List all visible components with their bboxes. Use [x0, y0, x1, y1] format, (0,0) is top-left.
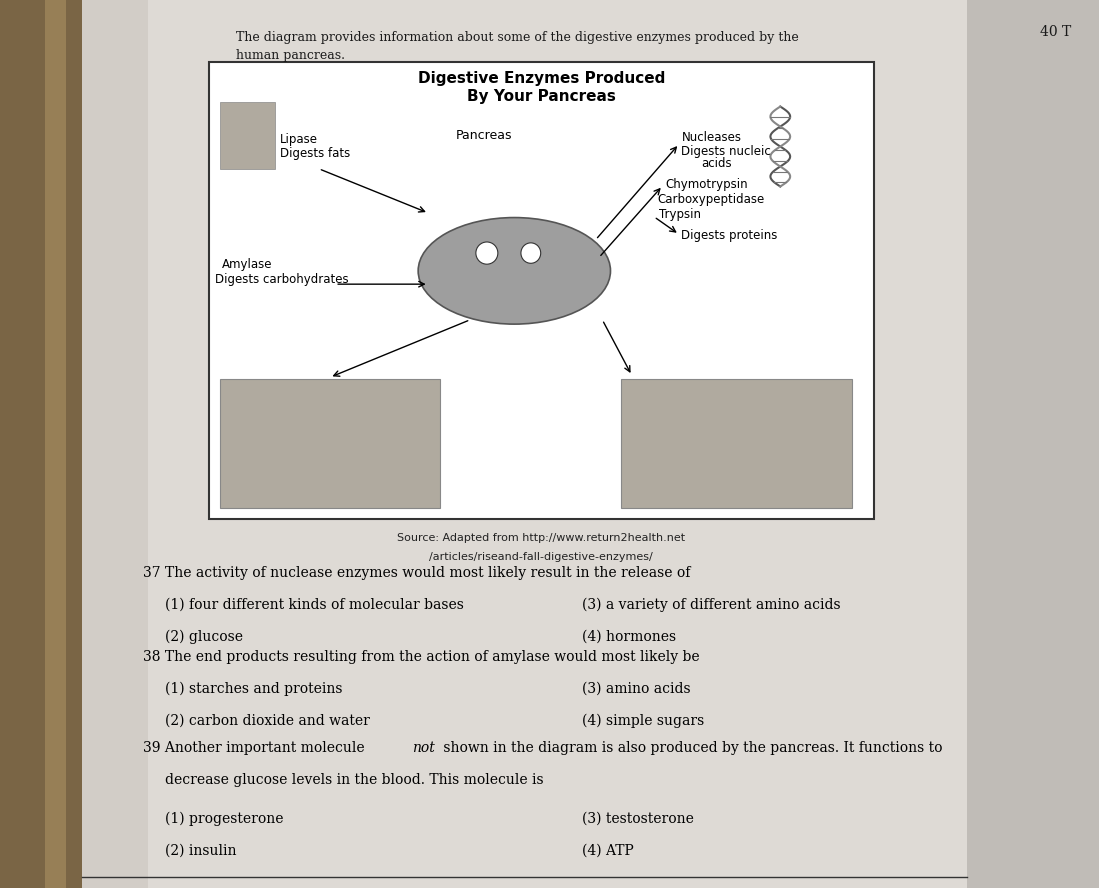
Text: (2) insulin: (2) insulin [165, 844, 236, 858]
Text: (3) a variety of different amino acids: (3) a variety of different amino acids [582, 598, 841, 612]
Text: (4) hormones: (4) hormones [582, 630, 677, 644]
Text: 37 The activity of nuclease enzymes would most likely result in the release of: 37 The activity of nuclease enzymes woul… [143, 566, 690, 580]
Text: human pancreas.: human pancreas. [236, 49, 345, 62]
Text: decrease glucose levels in the blood. This molecule is: decrease glucose levels in the blood. Th… [165, 773, 544, 788]
Text: Digests fats: Digests fats [280, 147, 351, 160]
Text: Source: Adapted from http://www.return2health.net: Source: Adapted from http://www.return2h… [397, 533, 686, 543]
Text: Digests carbohydrates: Digests carbohydrates [215, 273, 349, 286]
Text: not: not [412, 741, 435, 756]
Text: (3) testosterone: (3) testosterone [582, 812, 695, 826]
Text: Amylase: Amylase [222, 258, 273, 271]
Text: (1) starches and proteins: (1) starches and proteins [165, 682, 343, 696]
Text: Digests proteins: Digests proteins [681, 229, 778, 242]
Text: (4) ATP: (4) ATP [582, 844, 634, 858]
Ellipse shape [418, 218, 611, 324]
Text: (2) carbon dioxide and water: (2) carbon dioxide and water [165, 714, 369, 728]
Bar [45, 0, 66, 888]
Ellipse shape [521, 243, 541, 264]
Bar [82, 0, 148, 888]
Bar [0, 0, 82, 888]
Bar [967, 0, 1099, 888]
Text: shown in the diagram is also produced by the pancreas. It functions to: shown in the diagram is also produced by… [439, 741, 942, 756]
Bar [220, 379, 440, 508]
Bar [82, 0, 967, 888]
Text: /articles/riseand-fall-digestive-enzymes/: /articles/riseand-fall-digestive-enzymes… [430, 552, 653, 562]
Bar [621, 379, 852, 508]
Text: 40 T: 40 T [1041, 25, 1072, 39]
Text: Pancreas: Pancreas [456, 129, 512, 142]
Ellipse shape [476, 242, 498, 265]
Text: Chymotrypsin: Chymotrypsin [665, 178, 747, 191]
Text: Digests nucleic: Digests nucleic [681, 145, 771, 158]
Text: By Your Pancreas: By Your Pancreas [467, 89, 615, 104]
Text: The diagram provides information about some of the digestive enzymes produced by: The diagram provides information about s… [236, 31, 799, 44]
Text: Carboxypeptidase: Carboxypeptidase [657, 193, 765, 206]
Bar [209, 62, 874, 519]
Text: 38 The end products resulting from the action of amylase would most likely be: 38 The end products resulting from the a… [143, 650, 699, 664]
Text: Lipase: Lipase [280, 133, 319, 147]
Text: Nucleases: Nucleases [681, 131, 742, 145]
Bar [220, 102, 275, 169]
Text: Trypsin: Trypsin [659, 208, 701, 221]
Text: (1) progesterone: (1) progesterone [165, 812, 284, 826]
Text: (1) four different kinds of molecular bases: (1) four different kinds of molecular ba… [165, 598, 464, 612]
Text: (3) amino acids: (3) amino acids [582, 682, 691, 696]
Text: (4) simple sugars: (4) simple sugars [582, 714, 704, 728]
Text: 39 Another important molecule: 39 Another important molecule [143, 741, 369, 756]
Text: Digestive Enzymes Produced: Digestive Enzymes Produced [418, 71, 665, 86]
Text: acids: acids [701, 157, 732, 170]
Text: (2) glucose: (2) glucose [165, 630, 243, 644]
